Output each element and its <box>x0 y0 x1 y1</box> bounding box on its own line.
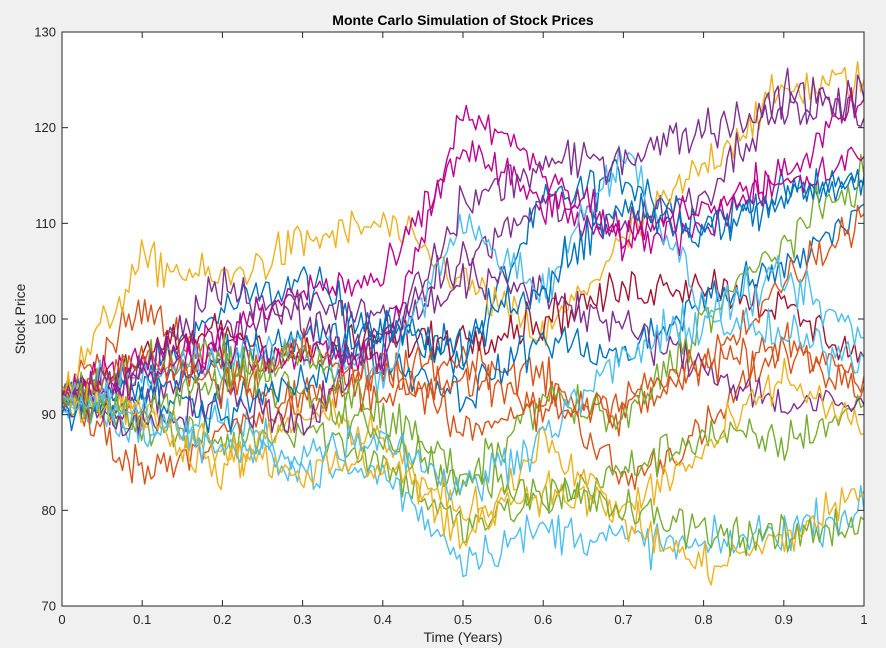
series-line-17 <box>61 327 865 433</box>
y-tick-label: 90 <box>42 407 56 422</box>
y-tick-label: 100 <box>34 312 56 327</box>
series-line-14 <box>61 145 865 419</box>
series-line-20 <box>61 343 865 557</box>
x-tick-label: 0.9 <box>775 612 793 627</box>
x-tick-label: 0.7 <box>614 612 632 627</box>
series-line-16 <box>61 168 865 434</box>
y-tick-label: 130 <box>34 25 56 40</box>
y-tick-label: 120 <box>34 120 56 135</box>
series-line-12 <box>61 257 865 437</box>
series-line-19 <box>61 74 865 407</box>
chart-title: Monte Carlo Simulation of Stock Prices <box>332 12 594 28</box>
series-line-6 <box>61 388 865 578</box>
series-line-1 <box>61 158 865 402</box>
y-axis: 70 80 90 100 110 120 130 <box>34 25 864 614</box>
series-line-21 <box>61 302 865 502</box>
y-tick-label: 80 <box>42 503 56 518</box>
x-tick-label: 0.5 <box>454 612 472 627</box>
y-tick-label: 110 <box>35 216 56 231</box>
y-axis-label: Stock Price <box>12 283 28 354</box>
series-line-2 <box>61 299 865 491</box>
x-tick-label: 0.4 <box>374 612 392 627</box>
series-layer <box>61 61 865 586</box>
series-line-15 <box>61 104 865 409</box>
x-axis: 0 0.1 0.2 0.3 0.4 0.5 0.6 0.7 0.8 0.9 1 <box>58 32 868 627</box>
x-tick-label: 1 <box>860 612 867 627</box>
series-line-13 <box>61 153 865 496</box>
x-tick-label: 0.1 <box>133 612 151 627</box>
x-tick-label: 0.6 <box>534 612 552 627</box>
y-tick-label: 70 <box>42 599 56 614</box>
x-tick-label: 0.3 <box>294 612 312 627</box>
x-tick-label: 0.2 <box>213 612 231 627</box>
x-axis-label: Time (Years) <box>423 629 502 645</box>
x-tick-label: 0.8 <box>695 612 713 627</box>
x-tick-label: 0 <box>58 612 65 627</box>
series-line-8 <box>61 87 865 410</box>
